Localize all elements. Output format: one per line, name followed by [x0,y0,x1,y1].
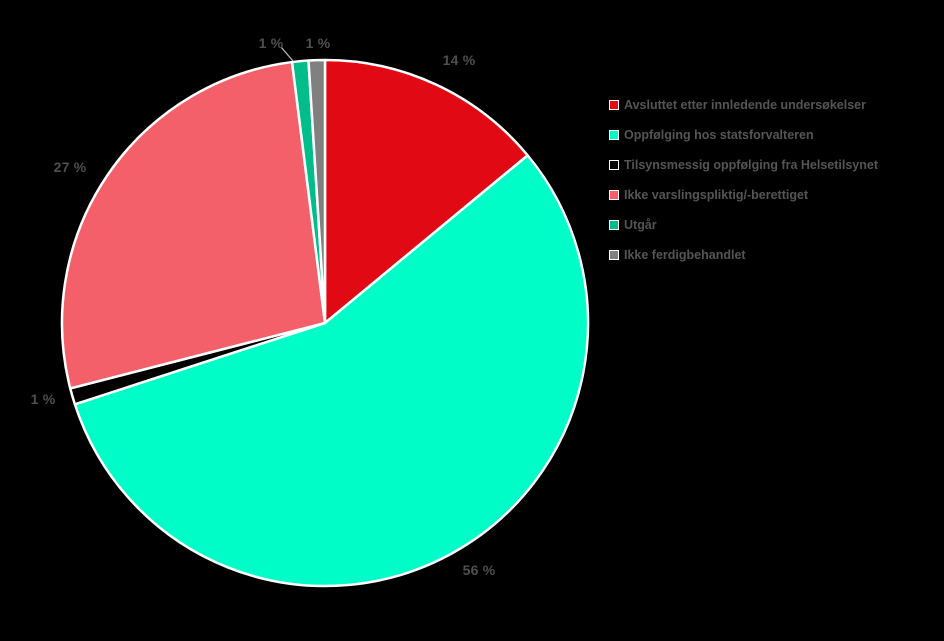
legend-swatch-tilsynsmessig [609,160,619,170]
pie-slice-1 [73,154,590,588]
legend-item-tilsynsmessig: Tilsynsmessig oppfølging fra Helsetilsyn… [609,150,878,180]
legend-swatch-oppfolging [609,130,619,140]
legend-item-ikke-varslingspliktig: Ikke varslingspliktig/-berettiget [609,180,878,210]
pie-slice-0 [323,58,529,325]
leader-line [280,46,294,62]
data-label-oppfolging: 56 % [462,562,496,578]
data-label-ikke-varslingspliktig: 27 % [53,159,87,175]
legend-label: Tilsynsmessig oppfølging fra Helsetilsyn… [624,158,878,172]
data-label-utgar: 1 % [258,35,284,51]
legend-label: Utgår [624,218,657,232]
legend-item-oppfolging: Oppfølging hos statsforvalteren [609,120,878,150]
legend-item-utgar: Utgår [609,210,878,240]
data-label-avsluttet: 14 % [442,52,476,68]
legend-item-avsluttet: Avsluttet etter innledende undersøkelser [609,90,878,120]
pie-slice-3 [60,60,327,390]
legend-item-ikke-ferdigbehandlet: Ikke ferdigbehandlet [609,240,878,270]
legend-label: Ikke varslingspliktig/-berettiget [624,188,809,202]
legend: Avsluttet etter innledende undersøkelser… [609,90,878,270]
legend-swatch-utgar [609,220,619,230]
data-label-tilsynsmessig: 1 % [30,391,56,407]
data-label-ikke-ferdigbehandlet: 1 % [305,35,331,51]
pie-slice-5 [307,58,327,325]
legend-swatch-avsluttet [609,100,619,110]
legend-swatch-ikke-ferdigbehandlet [609,250,619,260]
legend-label: Avsluttet etter innledende undersøkelser [624,98,866,112]
legend-swatch-ikke-varslingspliktig [609,190,619,200]
legend-label: Ikke ferdigbehandlet [624,248,746,262]
legend-label: Oppfølging hos statsforvalteren [624,128,814,142]
